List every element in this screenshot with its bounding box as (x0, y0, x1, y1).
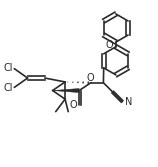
Text: N: N (125, 97, 132, 107)
Text: Cl: Cl (3, 63, 13, 73)
Text: O: O (70, 100, 78, 110)
Text: O: O (86, 73, 94, 83)
Text: O: O (106, 40, 113, 50)
Text: Cl: Cl (3, 83, 13, 93)
Polygon shape (53, 89, 79, 93)
